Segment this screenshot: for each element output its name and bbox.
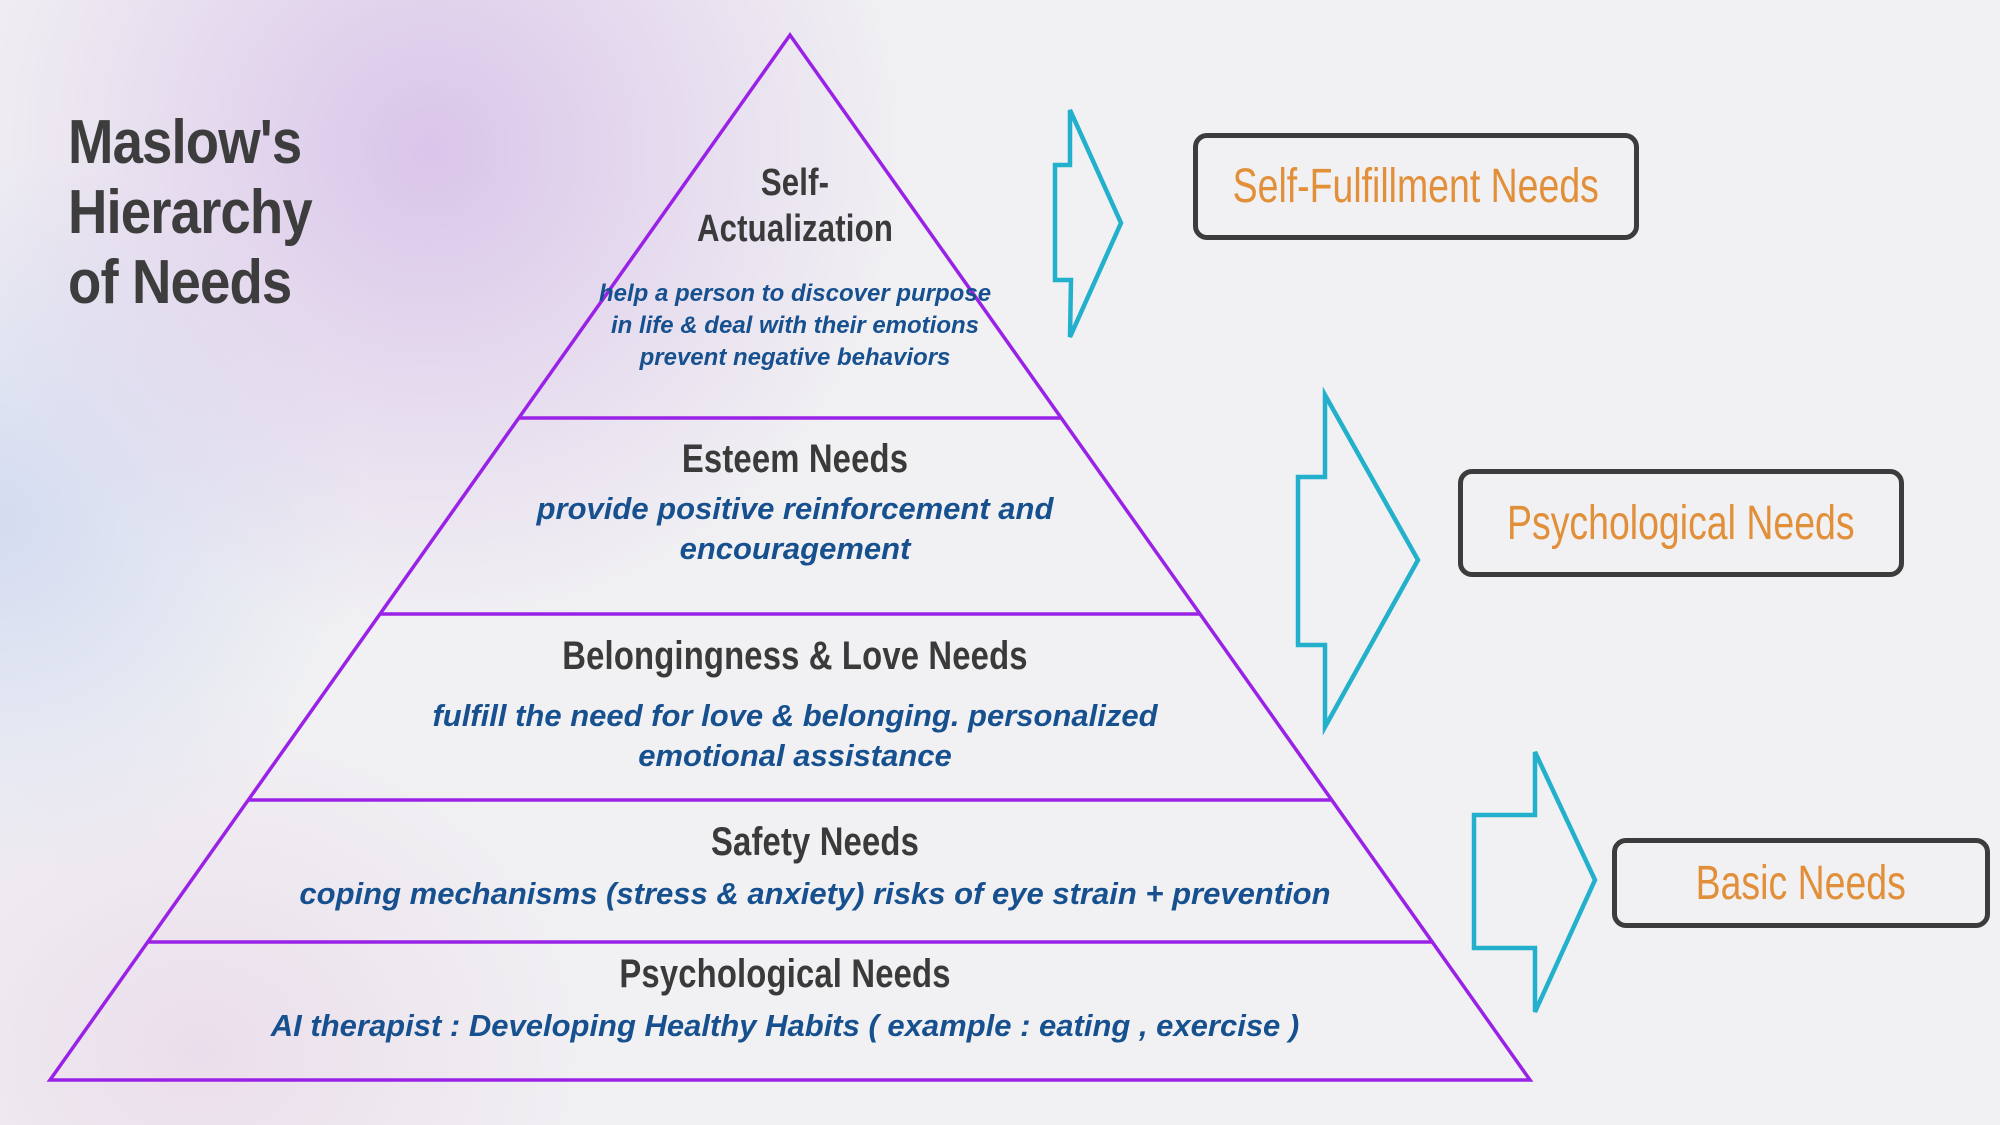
level-title: Psychological Needs [619,952,951,996]
pyramid-outline [46,31,1534,1082]
group-box-psychological: Psychological Needs [1458,469,1904,577]
pyramid-level-belongingness: Belongingness & Love Needs fulfill the n… [350,630,1240,776]
right-arrow-icon [1052,109,1124,338]
right-arrow-icon [1295,386,1421,736]
level-title: Self- Actualization [611,160,980,252]
right-arrow-icon [1471,751,1598,1013]
page-title: Maslow's Hierarchy of Needs [68,108,526,318]
pyramid-level-esteem: Esteem Needs provide positive reinforcem… [480,433,1110,569]
pyramid-level-psychological: Psychological Needs AI therapist : Devel… [130,948,1440,1046]
level-title-line-1: Self- [760,162,830,204]
level-title-line-2: Actualization [696,208,894,250]
level-title: Belongingness & Love Needs [562,634,1028,678]
page-title-line-2: of Needs [68,248,292,317]
group-label: Basic Needs [1695,856,1907,910]
group-box-self-fulfillment: Self-Fulfillment Needs [1193,133,1639,240]
level-title: Safety Needs [711,820,919,864]
level-description: AI therapist : Developing Healthy Habits… [270,1008,1300,1043]
level-description: coping mechanisms (stress & anxiety) ris… [299,876,1331,911]
group-label: Self-Fulfillment Needs [1232,160,1600,213]
level-title: Esteem Needs [681,437,909,481]
level-description: fulfill the need for love & belonging. p… [432,698,1158,773]
level-description: help a person to discover purpose in lif… [598,280,992,371]
page-title-line-1: Maslow's Hierarchy [68,108,313,247]
group-box-basic: Basic Needs [1612,838,1990,928]
pyramid-level-safety: Safety Needs coping mechanisms (stress &… [200,816,1430,914]
pyramid-level-self-actualization: Self- Actualization help a person to dis… [570,160,1020,374]
level-description: provide positive reinforcement and encou… [536,491,1054,566]
group-label: Psychological Needs [1507,496,1855,550]
